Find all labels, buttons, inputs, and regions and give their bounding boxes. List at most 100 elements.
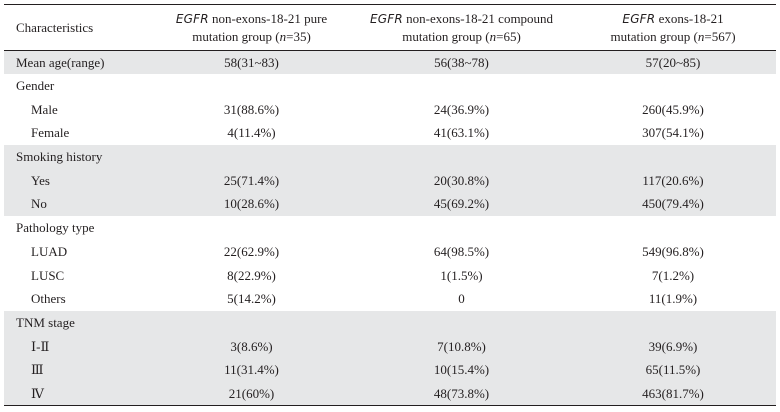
section-label: Pathology type bbox=[16, 220, 95, 236]
header-line1-text: exons-18-21 bbox=[655, 11, 724, 26]
header-line2: mutation group (n=35) bbox=[152, 28, 351, 45]
table-body: Mean age(range) 58(31~83) 56(38~78) 57(2… bbox=[4, 50, 776, 407]
pure-group-value: 5(14.2%) bbox=[227, 291, 276, 307]
table-header: Characteristics EGFR non-exons-18-21 pur… bbox=[4, 4, 776, 51]
header-line1-text: non-exons-18-21 compound bbox=[402, 11, 554, 26]
row-label: Ⅰ-Ⅱ bbox=[4, 334, 150, 359]
header-compound-mutation-group: EGFR non-exons-18-21 compound mutation g… bbox=[353, 4, 570, 51]
table-row: No 10(28.6%) 45(69.2%) 450(79.4%) bbox=[4, 192, 776, 217]
compound-group-value: 7(10.8%) bbox=[353, 334, 570, 359]
pure-group-value: 58(31~83) bbox=[150, 50, 353, 75]
section-label: TNM stage bbox=[4, 311, 150, 335]
header-line1: EGFR exons-18-21 bbox=[572, 10, 774, 28]
gene-name: EGFR bbox=[369, 12, 403, 26]
pure-group-value bbox=[150, 311, 353, 335]
compound-group-value bbox=[353, 145, 570, 169]
table-row: Ⅲ 11(31.4%) 10(15.4%) 65(11.5%) bbox=[4, 358, 776, 383]
row-label: Ⅲ bbox=[4, 358, 150, 383]
header-line2-post: =35) bbox=[286, 29, 311, 44]
header-line2-post: =567) bbox=[704, 29, 736, 44]
exons-group-value: 260(45.9%) bbox=[642, 101, 704, 117]
pure-group-value: 11(31.4%) bbox=[150, 358, 353, 383]
compound-group-value: 41(63.1%) bbox=[433, 125, 490, 141]
header-line2-pre: mutation group ( bbox=[610, 29, 698, 44]
table-row: Ⅳ 21(60%) 48(73.8%) 463(81.7%) bbox=[4, 382, 776, 407]
gene-name: EGFR bbox=[175, 12, 209, 26]
exons-group-value: 57(20~85) bbox=[570, 50, 776, 75]
exons-group-value: 11(1.9%) bbox=[648, 291, 698, 307]
pure-group-value: 3(8.6%) bbox=[150, 334, 353, 359]
exons-group-value: 307(54.1%) bbox=[642, 125, 704, 141]
pure-group-value bbox=[150, 145, 353, 169]
table-row: Pathology type bbox=[4, 216, 776, 240]
pure-group-value: 31(88.6%) bbox=[223, 101, 280, 117]
header-line1: EGFR non-exons-18-21 compound bbox=[355, 10, 568, 28]
row-label: Ⅳ bbox=[4, 382, 150, 407]
compound-group-value: 1(1.5%) bbox=[440, 267, 483, 283]
section-label: Gender bbox=[16, 78, 55, 94]
row-label: Female bbox=[31, 125, 70, 141]
compound-group-value: 64(98.5%) bbox=[433, 243, 490, 259]
n-label: n bbox=[489, 29, 497, 44]
table-row: Yes 25(71.4%) 20(30.8%) 117(20.6%) bbox=[4, 168, 776, 193]
header-line1: EGFR non-exons-18-21 pure bbox=[152, 10, 351, 28]
table-row: Male 31(88.6%) 24(36.9%) 260(45.9%) bbox=[4, 98, 776, 122]
compound-group-value bbox=[353, 74, 570, 98]
compound-group-value bbox=[353, 311, 570, 335]
exons-group-value bbox=[570, 145, 776, 169]
compound-group-value bbox=[353, 216, 570, 240]
table-row: Smoking history bbox=[4, 145, 776, 169]
exons-group-value bbox=[570, 216, 776, 240]
header-line2-post: =65) bbox=[496, 29, 521, 44]
compound-group-value: 0 bbox=[458, 291, 465, 307]
row-label: Others bbox=[31, 291, 66, 307]
row-label: No bbox=[4, 192, 150, 217]
table-row: Ⅰ-Ⅱ 3(8.6%) 7(10.8%) 39(6.9%) bbox=[4, 334, 776, 359]
header-line2: mutation group (n=65) bbox=[355, 28, 568, 45]
exons-group-value bbox=[570, 311, 776, 335]
compound-group-value: 56(38~78) bbox=[353, 50, 570, 75]
table-row: Mean age(range) 58(31~83) 56(38~78) 57(2… bbox=[4, 50, 776, 75]
pure-group-value bbox=[150, 74, 353, 98]
compound-group-value: 10(15.4%) bbox=[353, 358, 570, 383]
compound-group-value: 48(73.8%) bbox=[353, 382, 570, 407]
header-line2-pre: mutation group ( bbox=[192, 29, 280, 44]
characteristics-table: Characteristics EGFR non-exons-18-21 pur… bbox=[4, 4, 776, 407]
header-exons-mutation-group: EGFR exons-18-21 mutation group (n=567) bbox=[570, 4, 776, 51]
n-label: n bbox=[279, 29, 287, 44]
exons-group-value: 7(1.2%) bbox=[651, 267, 695, 283]
table-row: Others 5(14.2%) 0 11(1.9%) bbox=[4, 287, 776, 311]
pure-group-value: 4(11.4%) bbox=[227, 125, 276, 141]
exons-group-value: 65(11.5%) bbox=[570, 358, 776, 383]
pure-group-value: 21(60%) bbox=[150, 382, 353, 407]
pure-group-value: 10(28.6%) bbox=[150, 192, 353, 217]
compound-group-value: 45(69.2%) bbox=[353, 192, 570, 217]
table-row: LUSC 8(22.9%) 1(1.5%) 7(1.2%) bbox=[4, 264, 776, 288]
header-line1-text: non-exons-18-21 pure bbox=[208, 11, 328, 26]
table-row: LUAD 22(62.9%) 64(98.5%) 549(96.8%) bbox=[4, 240, 776, 264]
exons-group-value: 549(96.8%) bbox=[642, 243, 704, 259]
header-row: Characteristics EGFR non-exons-18-21 pur… bbox=[4, 4, 776, 51]
exons-group-value: 39(6.9%) bbox=[570, 334, 776, 359]
row-label: Yes bbox=[4, 168, 150, 193]
gene-name: EGFR bbox=[622, 12, 656, 26]
row-label: Mean age(range) bbox=[4, 50, 150, 75]
header-line2-pre: mutation group ( bbox=[402, 29, 490, 44]
row-label: Male bbox=[31, 101, 58, 117]
table-row: Gender bbox=[4, 74, 776, 98]
row-label: LUSC bbox=[31, 267, 65, 283]
n-label: n bbox=[697, 29, 705, 44]
header-pure-mutation-group: EGFR non-exons-18-21 pure mutation group… bbox=[150, 4, 353, 51]
compound-group-value: 24(36.9%) bbox=[433, 101, 490, 117]
exons-group-value: 450(79.4%) bbox=[570, 192, 776, 217]
row-label: LUAD bbox=[31, 243, 68, 259]
exons-group-value bbox=[570, 74, 776, 98]
header-line2: mutation group (n=567) bbox=[572, 28, 774, 45]
header-characteristics: Characteristics bbox=[4, 4, 150, 51]
table-row: Female 4(11.4%) 41(63.1%) 307(54.1%) bbox=[4, 122, 776, 146]
section-label: Smoking history bbox=[4, 145, 150, 169]
compound-group-value: 20(30.8%) bbox=[353, 168, 570, 193]
table-row: TNM stage bbox=[4, 311, 776, 335]
exons-group-value: 117(20.6%) bbox=[570, 168, 776, 193]
exons-group-value: 463(81.7%) bbox=[570, 382, 776, 407]
